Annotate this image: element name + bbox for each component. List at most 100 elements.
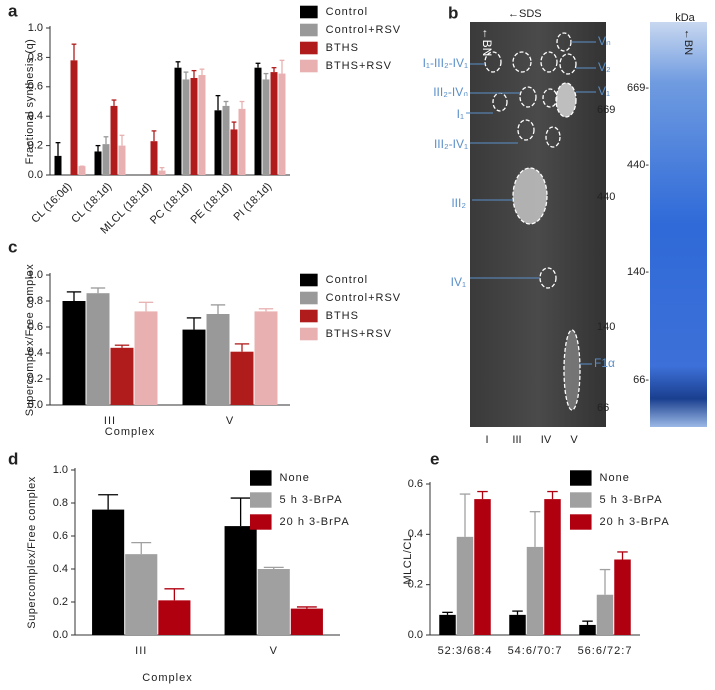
spot-label: I₁-III₂-IV₁ (423, 56, 468, 70)
error-bar (119, 134, 125, 146)
legend-swatch (300, 59, 318, 73)
y-tick-label: 0.2 (28, 373, 43, 385)
bar (224, 526, 257, 635)
bar (92, 509, 125, 635)
y-axis-label: MLCL/CL (402, 535, 414, 585)
error-bar (98, 494, 119, 510)
y-tick-label: 0.4 (28, 110, 43, 122)
bar (190, 77, 198, 175)
ladder-marker: 66- (633, 374, 649, 386)
y-tick-label: 0.8 (53, 497, 68, 509)
gel-marker: 669 (597, 104, 615, 116)
spot (555, 82, 577, 118)
legend-label: Control (326, 6, 368, 18)
spot-label: IV₁ (451, 275, 466, 289)
legend-label: Control (326, 274, 368, 286)
bar (509, 614, 526, 635)
bar (182, 79, 190, 175)
legend-swatch (300, 273, 318, 287)
bar (182, 329, 206, 405)
error-bar (279, 59, 285, 74)
error-bar (296, 606, 317, 609)
error-bar (131, 541, 152, 555)
error-bar (159, 166, 165, 171)
error-bar (239, 100, 245, 109)
spot (484, 51, 502, 73)
bar (290, 608, 323, 635)
gel-marker: 140 (597, 321, 615, 333)
x-axis-label: Complex (105, 426, 155, 438)
legend-swatch (250, 470, 272, 486)
panel-label: c (8, 237, 17, 256)
bar (110, 347, 134, 405)
y-tick-label: 0.0 (408, 629, 423, 641)
x-tick-label: PI (18:1d) (232, 181, 275, 224)
bar (150, 141, 158, 175)
spot (540, 51, 558, 73)
legend-swatch (570, 492, 592, 508)
legend-swatch (250, 492, 272, 508)
error-bar (547, 490, 558, 500)
spot-glow (513, 168, 547, 224)
bar (579, 624, 596, 635)
error-bar (459, 493, 471, 537)
y-tick-label: 0.0 (28, 169, 43, 181)
error-bar (231, 121, 237, 130)
spot (545, 126, 561, 148)
bar (158, 170, 166, 175)
bar (262, 79, 270, 175)
bar (214, 110, 222, 175)
bar (544, 499, 561, 635)
x-tick-label: III (104, 415, 116, 427)
error-bar (223, 100, 229, 106)
error-bar (255, 62, 261, 68)
error-bar (617, 551, 628, 560)
bar (54, 155, 62, 175)
x-tick-label: V (226, 415, 234, 427)
bar (125, 554, 158, 635)
y-tick-label: 0.6 (53, 530, 68, 542)
lane-label: I (485, 434, 488, 446)
bar (439, 614, 456, 635)
bar (526, 546, 544, 635)
error-bar (263, 72, 269, 80)
bar (134, 311, 158, 405)
bar (257, 569, 290, 635)
bar (158, 600, 191, 635)
spot-label: III₂ (451, 196, 466, 210)
legend-label: None (280, 472, 310, 484)
bar (474, 499, 491, 635)
error-bar (210, 304, 226, 314)
spot-label: III₂-IVₙ (433, 85, 468, 99)
y-tick-label: 0.2 (28, 140, 43, 152)
error-bar (234, 343, 250, 352)
bar (78, 166, 86, 175)
y-axis-label: Fractional synthesis (q) (24, 39, 36, 165)
x-tick-label: 52:3/68:4 (438, 645, 493, 657)
legend-swatch (300, 309, 318, 323)
x-tick-label: 56:6/72:7 (578, 645, 633, 657)
bar (94, 151, 102, 175)
lane-label: V (570, 434, 578, 446)
bar (70, 60, 78, 176)
bar (102, 144, 110, 175)
sds-label: ←SDS (508, 8, 542, 20)
bar (270, 72, 278, 175)
gel-panel: b ←SDS ←BN kDa ←BN Vₙ V₂ V₁ (423, 3, 707, 446)
spot-label: V₂ (598, 60, 611, 74)
legend-label: 5 h 3-BrPA (600, 494, 663, 506)
panel-label: a (8, 1, 18, 20)
bar (278, 73, 286, 175)
error-bar (71, 43, 77, 61)
error-bar (183, 71, 189, 80)
error-bar (138, 301, 154, 312)
bar (456, 536, 474, 635)
x-tick-label: V (270, 645, 278, 657)
error-bar (111, 99, 117, 106)
error-bar (151, 130, 157, 142)
lane-label: III (512, 434, 521, 446)
y-tick-label: 0.6 (28, 81, 43, 93)
error-bar (582, 620, 593, 625)
spot (563, 329, 581, 411)
